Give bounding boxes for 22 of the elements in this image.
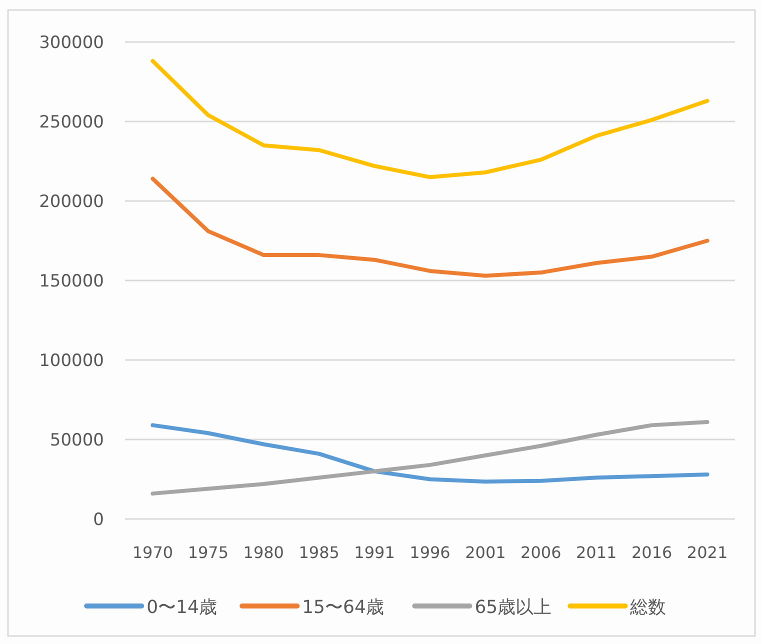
- x-tick-label: 2006: [520, 543, 562, 562]
- x-tick-label: 1980: [243, 543, 284, 562]
- y-tick-label: 100000: [39, 351, 104, 371]
- x-tick-label: 2016: [631, 543, 672, 562]
- legend-label: 総数: [629, 597, 666, 618]
- x-tick-label: 2001: [465, 543, 506, 562]
- x-tick-label: 1970: [132, 543, 174, 562]
- y-tick-label: 50000: [50, 430, 104, 450]
- x-tick-label: 1991: [354, 543, 395, 562]
- y-tick-label: 300000: [39, 33, 104, 53]
- x-tick-label: 2021: [686, 543, 728, 562]
- legend-label: 15〜64歳: [302, 597, 384, 618]
- y-tick-label: 200000: [39, 192, 104, 212]
- x-tick-label: 1975: [188, 543, 229, 562]
- legend-label: 65歳以上: [474, 597, 552, 618]
- legend-label: 0〜14歳: [146, 597, 217, 618]
- y-tick-label: 250000: [39, 112, 104, 132]
- y-tick-label: 0: [93, 510, 104, 530]
- y-tick-label: 150000: [39, 272, 104, 292]
- x-tick-label: 1985: [298, 543, 340, 562]
- x-tick-label: 1996: [410, 543, 450, 562]
- x-tick-label: 2011: [576, 543, 617, 562]
